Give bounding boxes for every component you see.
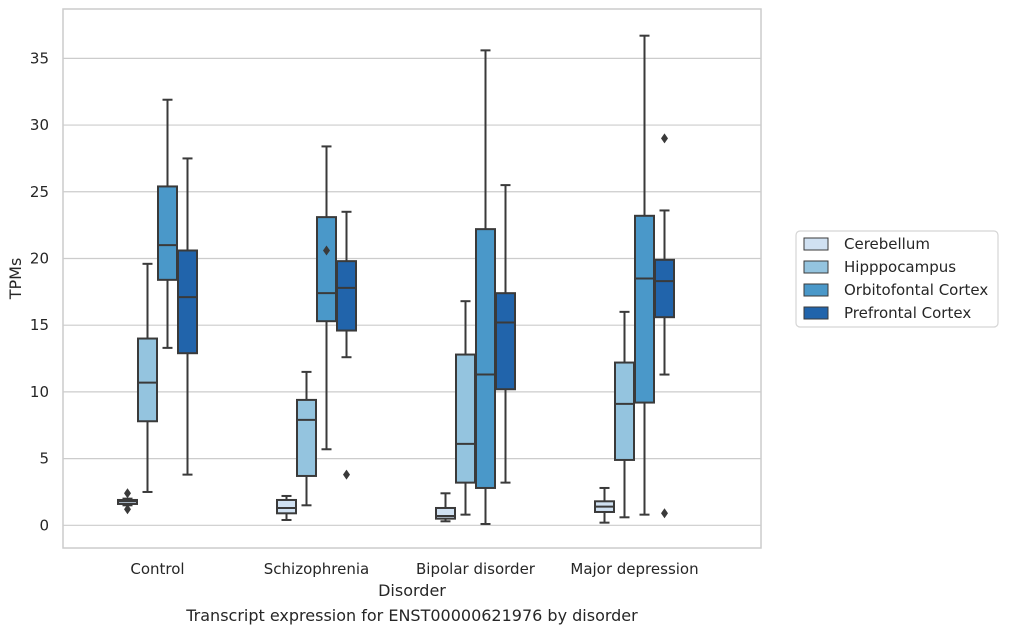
box xyxy=(157,185,178,281)
outlier-point xyxy=(661,508,668,519)
legend: Cerebellum Hipppocampus Orbitofontal Corte… xyxy=(795,230,999,328)
outlier-point xyxy=(124,504,131,515)
box xyxy=(336,260,357,332)
outlier-point xyxy=(323,245,330,256)
x-tick-label: Bipolar disorder xyxy=(416,560,536,578)
box xyxy=(654,258,675,319)
y-tick-label: 5 xyxy=(39,450,49,468)
x-tick-label: Control xyxy=(130,560,184,578)
outlier-point xyxy=(343,469,350,480)
legend-label: Prefrontal Cortex xyxy=(844,304,971,322)
legend-label: Hipppocampus xyxy=(844,258,956,276)
box xyxy=(455,353,476,484)
y-tick-label: 20 xyxy=(30,249,49,267)
x-axis-label: Disorder xyxy=(378,581,446,600)
legend-swatch xyxy=(803,283,829,297)
y-axis-label: TPMs xyxy=(6,258,25,301)
box xyxy=(475,228,496,489)
outlier-point xyxy=(124,488,131,499)
y-tick-label: 35 xyxy=(30,49,49,67)
box xyxy=(276,498,297,515)
box xyxy=(316,216,337,323)
legend-frame xyxy=(795,230,999,328)
box xyxy=(137,337,158,423)
plot-area: 0 5 10 15 20 25 30 35 Control Schizophrenia Bipola… xyxy=(6,8,762,600)
legend-swatch xyxy=(803,237,829,251)
y-tick-label: 0 xyxy=(39,516,49,534)
legend-swatch xyxy=(803,260,829,274)
x-tick-label: Schizophrenia xyxy=(264,560,369,578)
box xyxy=(634,214,655,404)
box xyxy=(614,361,635,461)
outlier-point xyxy=(661,133,668,144)
y-tick-label: 15 xyxy=(30,316,49,334)
box xyxy=(177,249,198,355)
y-tick-label: 10 xyxy=(30,383,49,401)
box xyxy=(495,292,516,391)
legend-swatch xyxy=(803,306,829,320)
legend-label: Cerebellum xyxy=(844,235,930,253)
y-tick-label: 30 xyxy=(30,116,49,134)
plot-frame xyxy=(62,8,762,549)
figure-caption: Transcript expression for ENST0000062197… xyxy=(186,606,638,625)
x-tick-label: Major depression xyxy=(570,560,698,578)
y-tick-label: 25 xyxy=(30,183,49,201)
legend-label: Orbitofontal Cortex xyxy=(844,281,988,299)
box xyxy=(296,398,317,477)
box xyxy=(435,506,456,520)
